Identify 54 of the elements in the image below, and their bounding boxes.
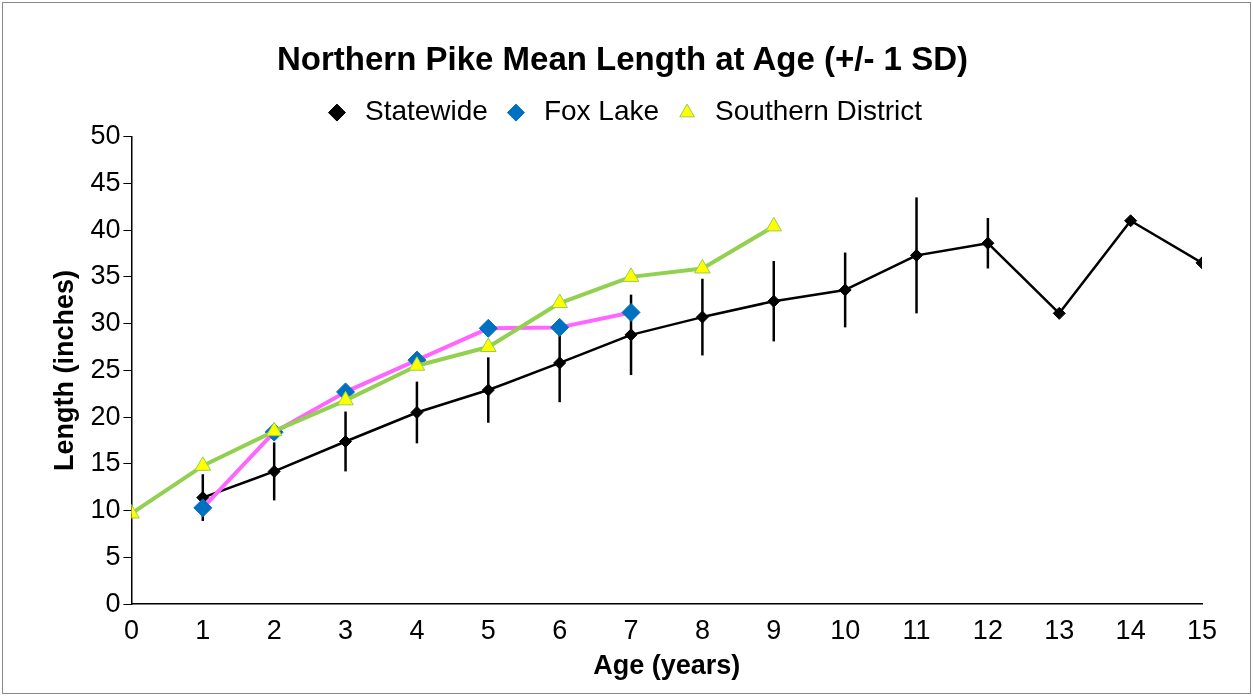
point bbox=[910, 248, 924, 262]
point bbox=[981, 236, 995, 250]
point bbox=[267, 464, 281, 478]
point bbox=[265, 421, 283, 437]
x-tick-label: 4 bbox=[409, 614, 425, 645]
x-tick-label: 1 bbox=[195, 614, 211, 645]
y-tick-label: 50 bbox=[90, 120, 121, 151]
x-tick-label: 9 bbox=[766, 614, 782, 645]
x-tick-label: 8 bbox=[694, 614, 710, 645]
point bbox=[481, 383, 495, 397]
point bbox=[695, 310, 709, 324]
x-tick-label: 5 bbox=[480, 614, 496, 645]
point bbox=[339, 434, 353, 448]
y-axis-title: Length (inches) bbox=[48, 269, 79, 471]
x-tick-label: 7 bbox=[623, 614, 639, 645]
x-tick-label: 12 bbox=[972, 614, 1003, 645]
point bbox=[551, 293, 568, 309]
x-tick-label: 2 bbox=[266, 614, 282, 645]
y-tick-label: 40 bbox=[90, 213, 121, 244]
point bbox=[479, 337, 497, 353]
x-tick-label: 14 bbox=[1115, 614, 1146, 645]
y-tick-label: 0 bbox=[105, 587, 121, 618]
point bbox=[408, 356, 426, 371]
point bbox=[624, 328, 638, 342]
y-tick-label: 30 bbox=[90, 307, 121, 338]
point bbox=[838, 283, 852, 297]
point bbox=[337, 390, 354, 406]
y-tick-label: 10 bbox=[90, 494, 121, 525]
legend-label: Statewide bbox=[364, 95, 488, 127]
y-tick-label: 20 bbox=[90, 400, 121, 431]
point bbox=[553, 356, 567, 370]
point bbox=[410, 405, 424, 419]
y-tick-label: 5 bbox=[105, 540, 121, 571]
y-tick-label: 25 bbox=[90, 353, 121, 384]
y-tick-label: 45 bbox=[90, 166, 121, 197]
x-tick-label: 10 bbox=[830, 614, 861, 645]
legend-label: Southern District bbox=[715, 95, 923, 127]
point bbox=[194, 456, 212, 471]
y-tick-label: 35 bbox=[90, 260, 121, 291]
legend-label: Fox Lake bbox=[543, 95, 660, 127]
x-tick-label: 15 bbox=[1186, 614, 1218, 645]
point bbox=[1052, 306, 1066, 320]
point bbox=[767, 294, 781, 308]
point bbox=[1124, 214, 1138, 228]
x-tick-label: 13 bbox=[1044, 614, 1075, 645]
x-axis-title: Age (years) bbox=[593, 650, 741, 681]
point bbox=[622, 267, 640, 282]
x-tick-label: 6 bbox=[552, 614, 568, 645]
chart-title: Northern Pike Mean Length at Age (+/- 1 SD) bbox=[277, 39, 968, 77]
point bbox=[694, 258, 711, 274]
x-tick-label: 11 bbox=[902, 614, 931, 645]
point bbox=[765, 216, 783, 232]
x-tick-label: 3 bbox=[338, 614, 354, 645]
y-tick-label: 15 bbox=[90, 447, 121, 478]
